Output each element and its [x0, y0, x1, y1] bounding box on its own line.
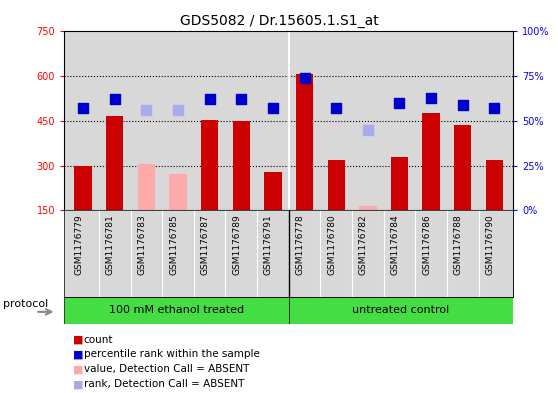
Bar: [233, 121, 250, 210]
Point: [300, 75, 309, 81]
Text: GSM1176790: GSM1176790: [485, 214, 494, 275]
Bar: [169, 174, 187, 210]
Bar: [328, 160, 345, 210]
Point: [490, 105, 499, 112]
Bar: [64, 297, 289, 324]
Bar: [74, 165, 92, 210]
Text: ■: ■: [73, 364, 83, 375]
Text: GSM1176787: GSM1176787: [201, 214, 210, 275]
Text: GSM1176789: GSM1176789: [232, 214, 241, 275]
Bar: [296, 74, 313, 210]
Point: [205, 96, 214, 103]
Text: GSM1176778: GSM1176778: [296, 214, 305, 275]
Point: [427, 94, 436, 101]
Bar: [138, 164, 155, 210]
Text: GSM1176782: GSM1176782: [359, 214, 368, 275]
Bar: [391, 156, 408, 210]
Text: GSM1176783: GSM1176783: [137, 214, 146, 275]
Bar: [201, 120, 218, 210]
Point: [174, 107, 182, 113]
Text: GSM1176781: GSM1176781: [106, 214, 115, 275]
Text: count: count: [84, 334, 113, 345]
Point: [237, 96, 246, 103]
Bar: [264, 171, 282, 210]
Text: value, Detection Call = ABSENT: value, Detection Call = ABSENT: [84, 364, 249, 375]
Text: GSM1176785: GSM1176785: [169, 214, 178, 275]
Point: [268, 105, 277, 112]
Text: 100 mM ethanol treated: 100 mM ethanol treated: [109, 305, 244, 316]
Point: [79, 105, 88, 112]
Bar: [454, 125, 472, 210]
Bar: [106, 116, 123, 210]
Text: GSM1176779: GSM1176779: [74, 214, 83, 275]
Point: [395, 100, 404, 106]
Point: [332, 105, 341, 112]
Text: percentile rank within the sample: percentile rank within the sample: [84, 349, 259, 360]
Point: [363, 127, 372, 133]
Point: [110, 96, 119, 103]
Bar: [289, 297, 513, 324]
Text: GSM1176791: GSM1176791: [264, 214, 273, 275]
Text: GSM1176784: GSM1176784: [391, 214, 400, 275]
Text: GSM1176786: GSM1176786: [422, 214, 431, 275]
Bar: [422, 114, 440, 210]
Text: untreated control: untreated control: [353, 305, 450, 316]
Text: protocol: protocol: [3, 299, 48, 309]
Text: rank, Detection Call = ABSENT: rank, Detection Call = ABSENT: [84, 379, 244, 389]
Text: GDS5082 / Dr.15605.1.S1_at: GDS5082 / Dr.15605.1.S1_at: [180, 14, 378, 28]
Bar: [359, 206, 377, 210]
Text: GSM1176780: GSM1176780: [327, 214, 336, 275]
Point: [142, 107, 151, 113]
Text: ■: ■: [73, 379, 83, 389]
Text: GSM1176788: GSM1176788: [454, 214, 463, 275]
Text: ■: ■: [73, 349, 83, 360]
Bar: [485, 160, 503, 210]
Text: ■: ■: [73, 334, 83, 345]
Point: [458, 102, 467, 108]
